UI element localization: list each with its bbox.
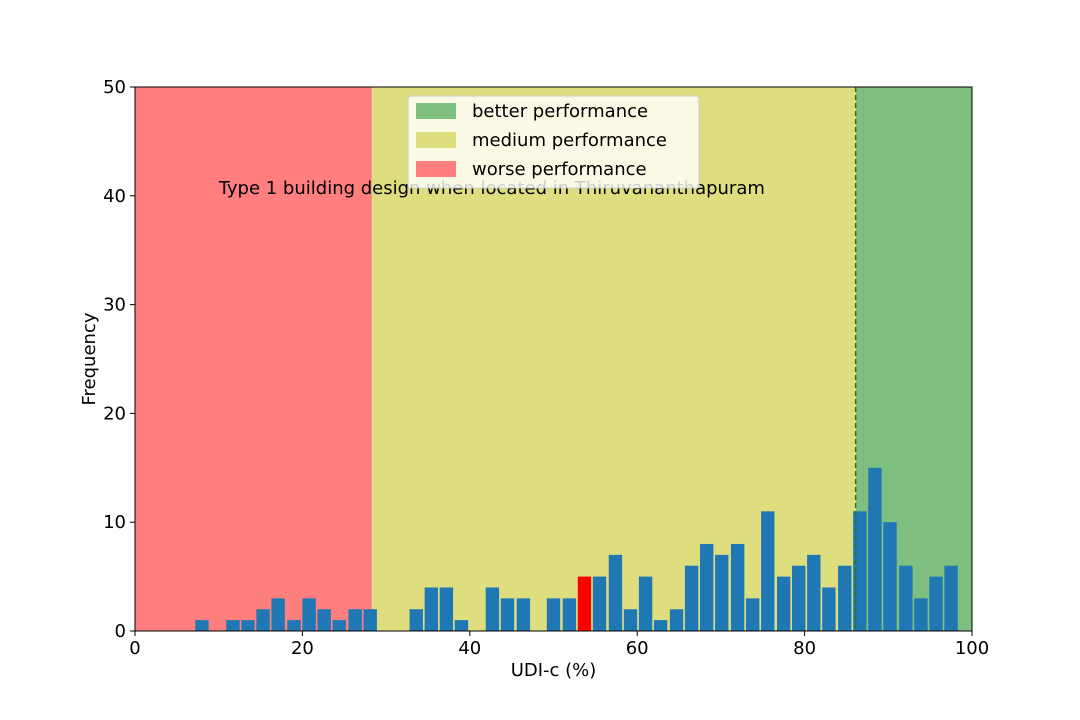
histogram-bar-highlighted: [577, 576, 592, 631]
y-tick-label: 50: [103, 77, 126, 98]
x-tick-label: 0: [129, 638, 140, 659]
histogram-bar: [883, 522, 897, 631]
y-axis-ticks: 0 10 20 30 40 50: [103, 77, 135, 642]
y-tick-label: 40: [103, 186, 126, 207]
y-tick-label: 20: [103, 403, 126, 424]
x-tick-label: 60: [626, 638, 649, 659]
histogram-bar: [944, 565, 958, 631]
x-tick-label: 20: [291, 638, 314, 659]
histogram-bar: [699, 543, 714, 631]
y-tick-label: 0: [115, 621, 126, 642]
histogram-bar: [746, 598, 760, 631]
histogram-bar: [271, 598, 285, 631]
y-tick-label: 10: [103, 512, 126, 533]
histogram-bar: [653, 620, 668, 631]
histogram-bar: [730, 543, 745, 631]
histogram-bar: [195, 620, 209, 631]
legend-swatch: [416, 103, 456, 119]
region-worse-performance: [135, 87, 372, 631]
histogram-bar: [226, 620, 240, 631]
y-axis-title: Frequency: [79, 312, 100, 405]
plot-frame: [134, 86, 973, 632]
histogram-bar: [287, 620, 301, 631]
histogram-bar: [853, 511, 867, 631]
legend-swatch: [416, 132, 456, 148]
histogram-bar: [485, 587, 500, 631]
histogram-bar: [409, 609, 423, 631]
histogram-bar: [363, 609, 377, 631]
legend-label: medium performance: [472, 130, 667, 151]
histogram-bar: [592, 576, 607, 631]
x-axis-ticks: 0 20 40 60 80 100: [129, 631, 989, 659]
x-tick-label: 40: [458, 638, 481, 659]
legend-label: better performance: [472, 101, 648, 122]
histogram-bar: [669, 609, 684, 631]
histogram-bar: [899, 565, 913, 631]
histogram-bar: [715, 554, 729, 631]
histogram-bar: [302, 598, 316, 631]
histogram-bar: [638, 576, 653, 631]
histogram-bar: [439, 587, 454, 631]
histogram-bar: [822, 587, 836, 631]
y-tick-label: 30: [103, 295, 126, 316]
histogram-bar: [608, 554, 623, 631]
histogram-bar: [348, 609, 362, 631]
histogram-bar: [929, 576, 943, 631]
histogram-bar: [256, 609, 270, 631]
histogram-bar: [623, 609, 638, 631]
histogram-bar: [516, 598, 531, 631]
histogram-bar: [241, 620, 255, 631]
histogram-bar: [332, 620, 346, 631]
histogram-bar: [454, 620, 469, 631]
legend-swatch: [416, 161, 456, 177]
histogram-bar: [914, 598, 928, 631]
histogram-bar: [792, 565, 806, 631]
histogram-bar: [838, 565, 852, 631]
legend: better performance medium performance wors…: [407, 95, 700, 189]
legend-label: worse performance: [472, 159, 647, 180]
histogram-bar: [807, 554, 821, 631]
x-tick-label: 80: [793, 638, 816, 659]
legend-box: [407, 95, 700, 189]
histogram-bar: [317, 609, 331, 631]
x-axis-title: UDI-c (%): [511, 660, 597, 681]
histogram-bars: [195, 467, 958, 631]
histogram-bar: [500, 598, 515, 631]
histogram-bar: [761, 511, 775, 631]
histogram-bar: [424, 587, 438, 631]
histogram-bar: [546, 598, 561, 631]
histogram-bar: [868, 467, 882, 631]
histogram-bar: [562, 598, 577, 631]
x-tick-label: 100: [955, 638, 989, 659]
histogram-bar: [684, 565, 699, 631]
histogram-bar: [776, 576, 791, 631]
